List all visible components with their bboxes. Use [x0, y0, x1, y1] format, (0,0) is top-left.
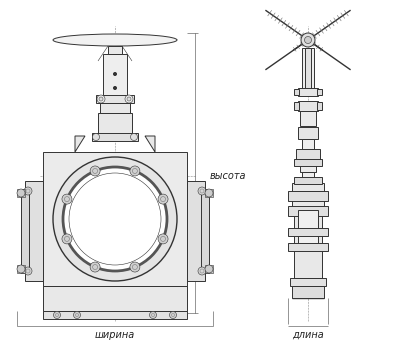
- Bar: [43, 286, 187, 311]
- Bar: [43, 152, 187, 286]
- Circle shape: [17, 265, 25, 273]
- Bar: [187, 181, 205, 281]
- Circle shape: [54, 311, 60, 319]
- Bar: [298, 101, 318, 111]
- Bar: [290, 278, 326, 286]
- Bar: [317, 89, 322, 95]
- Circle shape: [198, 187, 206, 195]
- Bar: [302, 48, 314, 91]
- Bar: [294, 102, 299, 110]
- Bar: [288, 206, 328, 216]
- Circle shape: [63, 167, 167, 271]
- Text: длина: длина: [292, 330, 324, 340]
- Bar: [92, 133, 138, 141]
- Circle shape: [53, 157, 177, 281]
- Circle shape: [170, 311, 176, 319]
- Text: высота: высота: [210, 171, 246, 181]
- Circle shape: [17, 189, 25, 197]
- Circle shape: [125, 95, 133, 103]
- Bar: [205, 189, 213, 197]
- Text: ширина: ширина: [95, 330, 135, 340]
- Bar: [294, 159, 322, 166]
- Bar: [201, 189, 209, 273]
- Circle shape: [158, 194, 168, 204]
- Circle shape: [114, 86, 116, 90]
- Circle shape: [90, 166, 100, 176]
- Bar: [108, 46, 122, 54]
- Circle shape: [114, 73, 116, 75]
- Bar: [103, 54, 127, 98]
- Bar: [17, 265, 25, 273]
- Bar: [298, 210, 318, 244]
- Bar: [205, 265, 213, 273]
- Bar: [96, 95, 134, 103]
- Circle shape: [205, 265, 213, 273]
- Circle shape: [92, 134, 100, 140]
- Bar: [294, 177, 322, 184]
- Circle shape: [130, 262, 140, 272]
- Circle shape: [150, 311, 156, 319]
- Bar: [294, 250, 322, 278]
- Bar: [298, 127, 318, 139]
- Circle shape: [127, 97, 131, 101]
- Bar: [21, 189, 29, 273]
- Bar: [305, 48, 311, 91]
- Circle shape: [24, 187, 32, 195]
- Circle shape: [90, 262, 100, 272]
- Bar: [25, 181, 43, 281]
- Bar: [98, 113, 132, 136]
- Circle shape: [62, 194, 72, 204]
- Bar: [43, 311, 187, 319]
- Circle shape: [301, 33, 315, 47]
- Bar: [298, 88, 318, 96]
- Circle shape: [158, 234, 168, 244]
- Circle shape: [74, 311, 80, 319]
- Bar: [288, 243, 328, 251]
- Bar: [302, 172, 314, 183]
- Bar: [292, 183, 324, 211]
- Circle shape: [62, 234, 72, 244]
- Bar: [302, 139, 314, 149]
- Bar: [296, 149, 320, 160]
- Circle shape: [99, 97, 103, 101]
- Bar: [300, 111, 316, 126]
- Bar: [100, 103, 130, 113]
- Circle shape: [130, 134, 138, 140]
- Polygon shape: [145, 136, 155, 152]
- Circle shape: [198, 267, 206, 275]
- Bar: [317, 102, 322, 110]
- Polygon shape: [75, 136, 85, 152]
- Circle shape: [205, 189, 213, 197]
- Bar: [17, 189, 25, 197]
- Circle shape: [97, 95, 105, 103]
- Bar: [294, 89, 299, 95]
- Ellipse shape: [53, 34, 177, 46]
- Circle shape: [24, 267, 32, 275]
- Bar: [294, 208, 322, 246]
- Bar: [300, 160, 316, 172]
- Bar: [288, 228, 328, 236]
- Bar: [292, 286, 324, 298]
- Circle shape: [304, 36, 312, 44]
- Bar: [294, 191, 322, 198]
- Circle shape: [130, 166, 140, 176]
- Bar: [288, 191, 328, 201]
